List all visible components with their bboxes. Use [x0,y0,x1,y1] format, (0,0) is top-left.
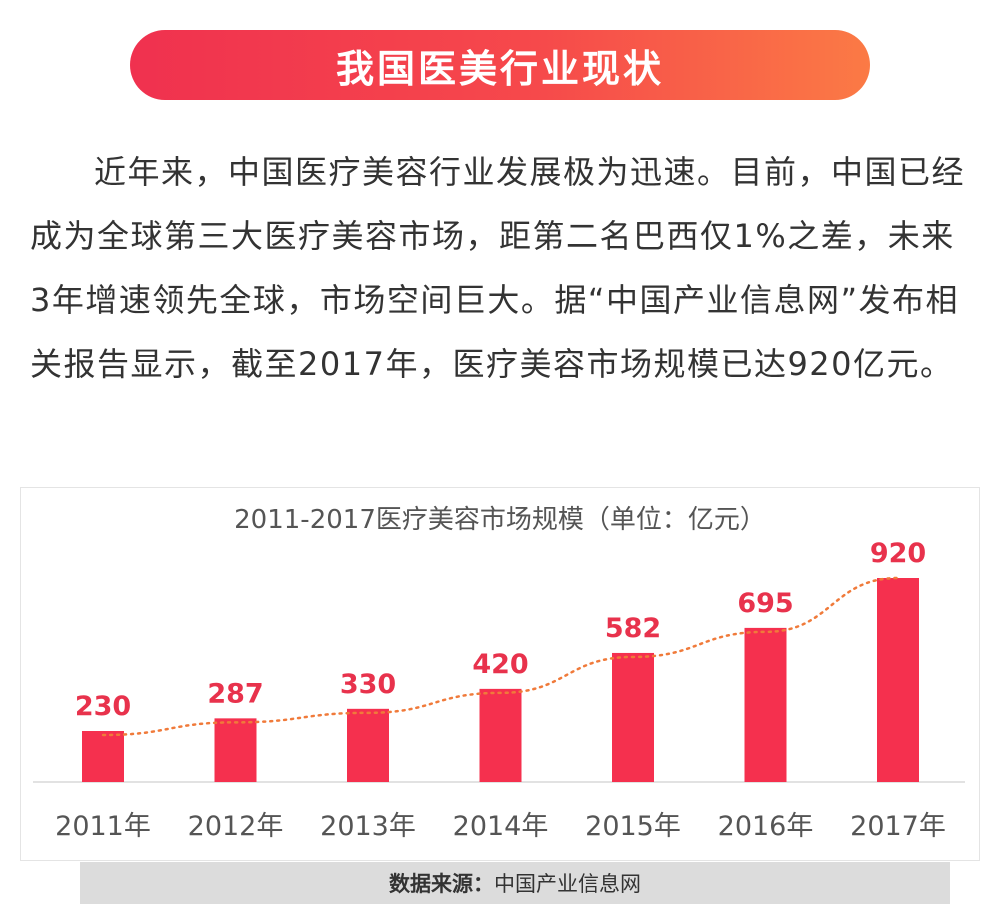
x-tick-label: 2011年 [55,811,151,842]
x-tick-label: 2012年 [188,811,284,842]
source-value: 中国产业信息网 [494,872,641,896]
chart-title: 2011-2017医疗美容市场规模（单位：亿元） [234,505,766,535]
trend-line [101,576,900,737]
x-tick-label: 2016年 [718,811,814,842]
chart-panel: 2011-2017医疗美容市场规模（单位：亿元） 230 287 330 420 582… [20,487,980,861]
x-tick-label: 2017年 [850,811,946,842]
data-label: 287 [207,678,263,709]
data-label: 920 [870,538,926,569]
bar-2017年 [877,578,919,782]
bar-2014年 [479,688,522,782]
data-label: 330 [340,669,396,700]
intro-paragraph: 近年来，中国医疗美容行业发展极为迅速。目前，中国已经成为全球第三大医疗美容市场，… [30,153,966,383]
data-label: 230 [75,691,131,722]
bar-2016年 [744,627,787,782]
bar-chart: 2011-2017医疗美容市场规模（单位：亿元） 230 287 330 420 582… [33,505,965,842]
x-tick-label: 2013年 [320,811,416,842]
source-label: 数据来源： [389,872,494,896]
page-title: 我国医美行业现状 [335,46,664,91]
bar-2012年 [214,718,257,782]
bar-2011年 [82,731,124,782]
data-source: 数据来源： 中国产业信息网 [80,862,950,904]
title-banner: 我国医美行业现状 [130,30,870,100]
data-label: 420 [472,649,528,680]
x-tick-label: 2015年 [585,811,681,842]
data-label: 582 [605,613,661,644]
data-label: 695 [737,588,793,619]
bar-2013年 [347,708,389,782]
bar-2015年 [612,652,654,782]
x-tick-label: 2014年 [453,811,549,842]
